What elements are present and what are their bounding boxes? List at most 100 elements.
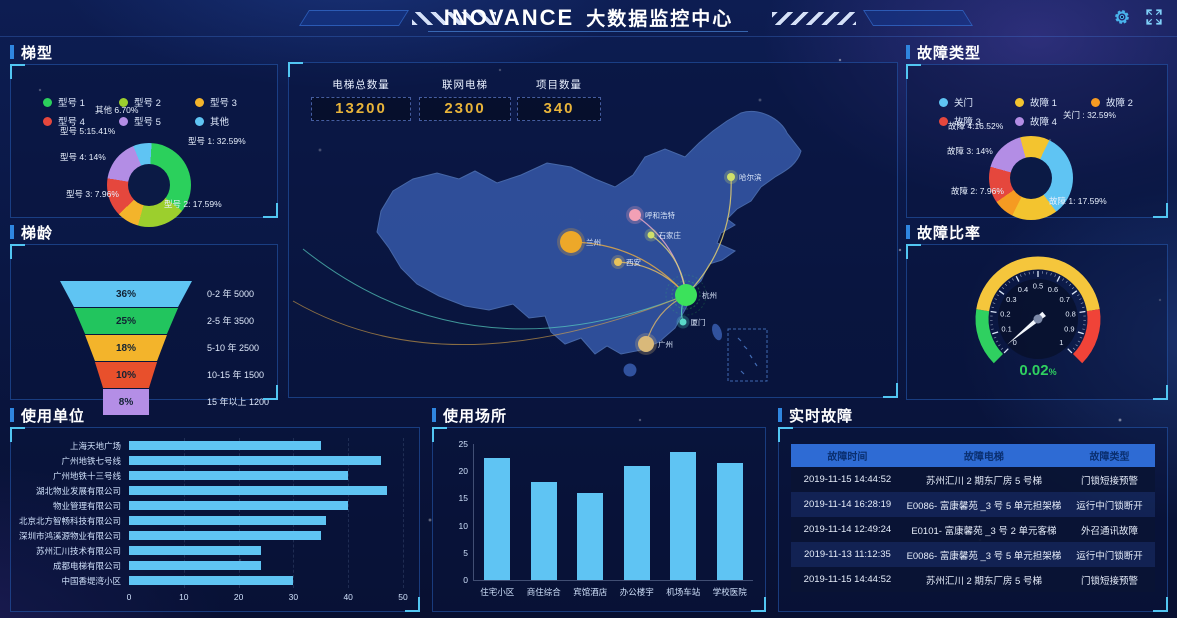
bar-category-label: 物业管理有限公司 (52, 500, 121, 511)
city-label: 广州 (658, 339, 673, 349)
legend-item[interactable]: 故障 1 (1015, 95, 1091, 109)
legend-dot (119, 116, 128, 126)
elevator-type-donut (107, 143, 191, 227)
gauge-value: 0.02% (1019, 362, 1056, 379)
bar-row: 深圳市鸿溪源物业有限公司 (19, 528, 403, 543)
city-dot (727, 173, 735, 181)
bar-category-label: 成都电梯有限公司 (52, 560, 121, 571)
settings-gear-icon[interactable] (1113, 8, 1131, 26)
bar-category-label: 住宅小区 (480, 587, 515, 597)
bar-row: 湖北物业发展有限公司 (19, 483, 403, 498)
legend-item[interactable]: 型号 5 (119, 114, 195, 128)
legend-item[interactable]: 其他 (195, 114, 271, 128)
y-tick-label: 20 (458, 466, 468, 477)
svg-text:0.6: 0.6 (1048, 285, 1058, 294)
header-slashes-left (412, 12, 496, 25)
city-label: 呼和浩特 (645, 210, 675, 220)
slice-label: 型号 2: 17.59% (164, 199, 222, 209)
funnel-segment: 25% (73, 308, 179, 334)
slice-label: 型号 5:15.41% (60, 126, 116, 136)
china-outline (376, 111, 802, 355)
legend-dot (119, 97, 128, 107)
funnel-row-label: 15 年以上 1200 (207, 397, 270, 407)
bar (530, 482, 557, 580)
bar (623, 465, 650, 580)
fault-type-chart: 关门 故障 1 故障 2 故障 3 故障 4 (906, 64, 1168, 220)
map-box: 电梯总数量 13200 联网电梯 2300 项目数量 340 哈尔滨 呼和浩特 石家… (288, 62, 898, 398)
table-row[interactable]: 2019-11-13 11:12:35 E0086- 富康馨苑 _3 号 5 单元… (791, 542, 1155, 567)
usage-places-chart: 0 5 10 15 20 25 住宅小区 商住综合 宾馆酒店 办公楼宇 机场车站 学校医院 (432, 427, 766, 612)
funnel-row-label: 10-15 年 1500 (207, 370, 265, 380)
x-tick-label: 20 (233, 592, 244, 602)
bar (129, 456, 382, 465)
panel-elevator-type: 梯型 型号 1 型号 2 型号 3 型号 4 型号 5 其他 其他 6.70% 型号 1:… (10, 42, 278, 227)
elevator-type-legend: 型号 1 型号 2 型号 3 型号 4 型号 5 其他 (43, 95, 271, 128)
x-tick-label: 40 (343, 592, 353, 602)
table-row[interactable]: 2019-11-14 12:49:24 E0101- 富康馨苑 _3 号 2 单元… (791, 517, 1155, 542)
city-label: 哈尔滨 (739, 172, 762, 182)
header-underline (428, 31, 748, 32)
legend-item[interactable]: 故障 4 (1015, 114, 1091, 128)
svg-text:0.2: 0.2 (1000, 309, 1010, 318)
page-title: INOVANCE 大数据监控中心 (444, 4, 734, 31)
svg-text:0.8: 0.8 (1065, 309, 1075, 318)
elevator-type-chart: 型号 1 型号 2 型号 3 型号 4 型号 5 其他 (10, 64, 278, 227)
bar-category-label: 湖北物业发展有限公司 (35, 485, 121, 496)
legend-item[interactable]: 故障 2 (1091, 95, 1167, 109)
gauge-svg: 00.1 0.2 0.30.4 0.5 0.60.7 0.8 0.91 0.02% (975, 256, 1101, 379)
bar (129, 471, 349, 480)
brand-logo: INOVANCE (443, 5, 575, 30)
bar-category-label: 商住综合 (526, 587, 561, 597)
bar (129, 561, 261, 570)
funnel-labels: 0-2 年 5000 2-5 年 3500 5-10 年 2500 10-15 年 1… (207, 281, 312, 416)
taiwan-island (711, 323, 723, 341)
legend-item[interactable]: 关门 (939, 95, 1015, 109)
funnel-row-label: 2-5 年 3500 (207, 316, 255, 326)
panel-usage-units: 使用单位 上海天地广场 广州地铁七号线 广州地铁十三号线 湖北物业发展有限公司 物业管理… (10, 405, 420, 612)
legend-item[interactable]: 型号 2 (119, 95, 195, 109)
bar (484, 457, 511, 580)
bar-category-label: 苏州汇川技术有限公司 (35, 545, 121, 556)
stat-value: 340 (517, 97, 601, 121)
x-tick-label: 10 (179, 592, 189, 602)
legend-item[interactable]: 型号 3 (195, 95, 271, 109)
funnel-row-label: 0-2 年 5000 (207, 289, 255, 299)
slice-label: 型号 1: 32.59% (188, 136, 246, 146)
bar (129, 546, 261, 555)
city-dot (638, 336, 654, 352)
south-sea-inset (727, 328, 768, 382)
bar-category-label: 办公楼宇 (619, 587, 654, 597)
table-row[interactable]: 2019-11-15 14:44:52 苏州汇川 2 期东厂房 5 号梯 门锁短接预… (791, 567, 1155, 592)
panel-title: 故障类型 (906, 42, 1168, 62)
legend-item[interactable]: 型号 4 (43, 114, 119, 128)
usage-units-chart: 上海天地广场 广州地铁七号线 广州地铁十三号线 湖北物业发展有限公司 物业管理有限公司北… (10, 427, 420, 612)
table-row[interactable]: 2019-11-15 14:44:52 苏州汇川 2 期东厂房 5 号梯 门锁短接预… (791, 467, 1155, 492)
stat-total-elevators: 电梯总数量 13200 (311, 77, 411, 121)
bar (670, 452, 697, 580)
flight-line (685, 176, 732, 296)
legend-dot (195, 116, 204, 126)
flight-line (570, 241, 687, 296)
legend-dot (1091, 97, 1100, 107)
svg-text:0.3: 0.3 (1006, 295, 1016, 304)
fault-type-legend: 关门 故障 1 故障 2 故障 3 故障 4 (939, 95, 1167, 128)
bar-category-label: 中国香堤湾小区 (61, 575, 121, 586)
stat-value: 13200 (311, 97, 411, 121)
legend-item[interactable]: 型号 1 (43, 95, 119, 109)
city-dot (614, 258, 622, 266)
slice-label: 其他 6.70% (95, 105, 139, 115)
header-bar: INOVANCE 大数据监控中心 (0, 0, 1177, 37)
table-row[interactable]: 2019-11-14 16:28:19 E0086- 富康馨苑 _3 号 5 单元… (791, 492, 1155, 517)
bar-row: 广州地铁十三号线 (19, 468, 403, 483)
svg-text:0.1: 0.1 (1001, 325, 1011, 334)
bar-category-label: 宾馆酒店 (573, 587, 608, 597)
slice-label: 故障 4:16.52% (948, 121, 1004, 131)
fullscreen-icon[interactable] (1145, 8, 1163, 26)
bar-row: 北京北方智畅科技有限公司 (19, 513, 403, 528)
slice-label: 型号 3: 7.96% (66, 189, 119, 199)
funnel-chart: 36% 25% 18% 10% 8% (51, 281, 201, 416)
legend-dot (43, 97, 52, 107)
legend-item[interactable]: 故障 3 (939, 114, 1015, 128)
bar-plot: 0 5 10 15 20 25 住宅小区 商住综合 宾馆酒店 办公楼宇 机场车站 学校医院 (459, 439, 753, 597)
